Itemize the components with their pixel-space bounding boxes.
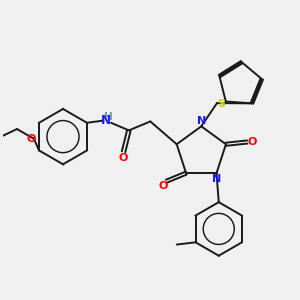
- Text: O: O: [159, 181, 168, 191]
- Text: H: H: [104, 112, 113, 122]
- Text: O: O: [26, 134, 35, 144]
- Text: N: N: [101, 114, 111, 127]
- Text: N: N: [197, 116, 206, 126]
- Text: O: O: [119, 153, 128, 163]
- Text: O: O: [248, 137, 257, 147]
- Text: S: S: [217, 99, 225, 109]
- Text: N: N: [212, 174, 221, 184]
